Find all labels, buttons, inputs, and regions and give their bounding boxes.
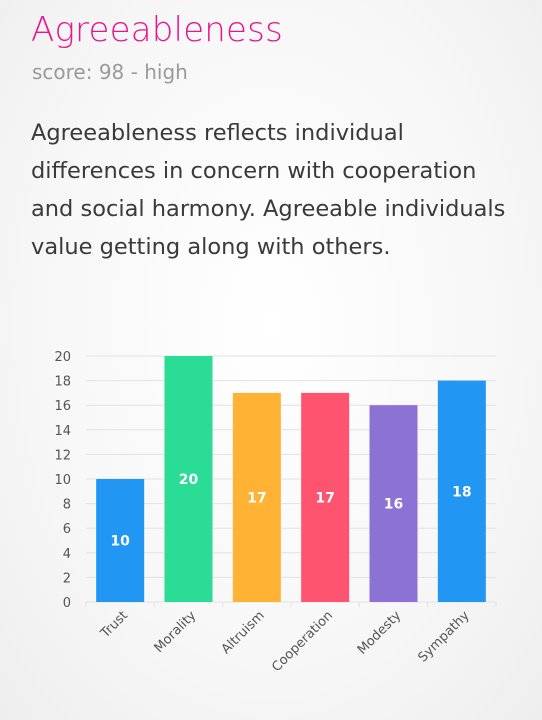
trait-title: Agreeableness	[31, 10, 284, 50]
y-tick-label: 12	[54, 448, 71, 463]
bar-value-label: 18	[452, 484, 471, 500]
y-tick-label: 18	[54, 375, 71, 390]
trait-score: score: 98 - high	[32, 60, 188, 84]
y-tick-label: 4	[63, 547, 71, 562]
x-axis-ticks: Trust Morality Altruism Cooperation Modesty S…	[97, 608, 472, 675]
bar-value-label: 16	[384, 497, 403, 513]
chart-data-labels: 10 20 17 17 16 18	[110, 472, 471, 550]
y-tick-label: 6	[63, 522, 71, 537]
x-tick-label: Cooperation	[269, 608, 336, 675]
chart-bars	[96, 356, 486, 602]
x-tick-label: Sympathy	[415, 608, 472, 665]
bar-cooperation[interactable]	[301, 392, 350, 602]
y-tick-label: 0	[63, 596, 71, 611]
chart-grid	[85, 355, 497, 607]
y-tick-label: 14	[54, 424, 71, 439]
x-tick-label: Modesty	[355, 608, 405, 658]
y-tick-label: 2	[63, 571, 71, 586]
bar-trust[interactable]	[96, 479, 145, 602]
y-tick-label: 16	[54, 399, 71, 414]
bar-altruism[interactable]	[232, 392, 281, 602]
facet-bar-chart: 0 2 4 6 8 10 12 14 16 18 20 10 20 17 17 16 18 Trust Mora…	[54, 350, 497, 675]
x-tick-label: Altruism	[219, 608, 268, 657]
bar-value-label: 17	[247, 490, 266, 506]
x-tick-label: Morality	[152, 608, 200, 656]
bar-value-label: 17	[315, 490, 334, 506]
y-tick-label: 8	[63, 498, 71, 513]
y-tick-label: 20	[54, 350, 71, 365]
bar-morality[interactable]	[164, 356, 213, 602]
bar-modesty[interactable]	[369, 405, 418, 602]
bar-value-label: 20	[179, 472, 199, 488]
trait-description: Agreeableness reflects individual differ…	[31, 120, 506, 260]
y-axis-ticks: 0 2 4 6 8 10 12 14 16 18 20	[54, 350, 71, 611]
bar-value-label: 10	[110, 534, 130, 550]
x-tick-label: Trust	[97, 608, 131, 642]
y-tick-label: 10	[54, 473, 71, 488]
bar-sympathy[interactable]	[437, 380, 486, 602]
